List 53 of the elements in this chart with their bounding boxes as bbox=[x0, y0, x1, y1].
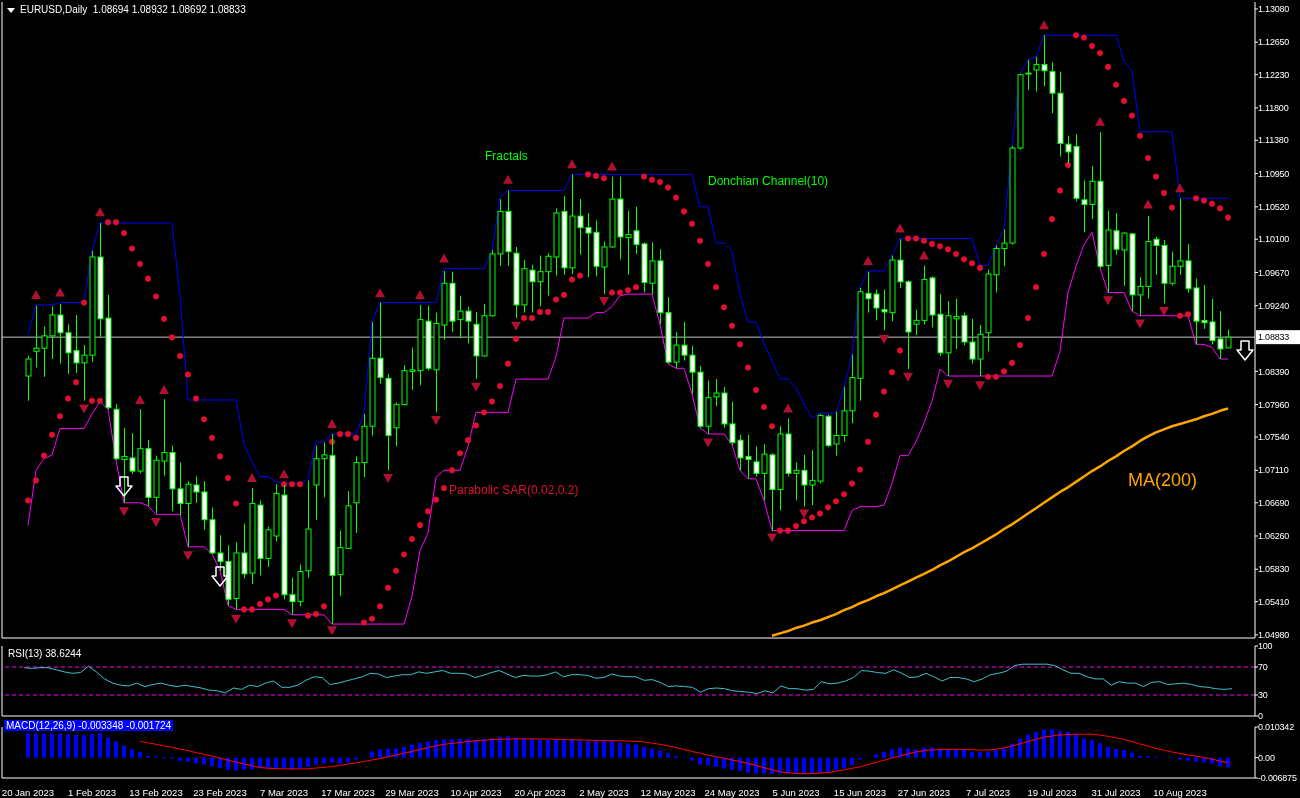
ref-line-label: 1.08833 bbox=[1258, 332, 1290, 343]
x-tick-label: 2 May 2023 bbox=[579, 786, 629, 798]
y-tick-label: -0.006875 bbox=[1258, 773, 1297, 784]
y-tick-label: 1.04980 bbox=[1258, 630, 1290, 641]
x-tick-label: 23 Feb 2023 bbox=[193, 786, 247, 798]
y-tick-label: 1.10520 bbox=[1258, 201, 1290, 212]
y-tick-label: 1.05410 bbox=[1258, 596, 1290, 607]
y-tick-label: 1.07540 bbox=[1258, 432, 1290, 443]
y-tick-label: 1.11380 bbox=[1258, 135, 1289, 146]
y-tick-label: 1.10100 bbox=[1258, 234, 1290, 245]
x-tick-label: 12 May 2023 bbox=[640, 786, 696, 798]
series-label: Fractals bbox=[485, 149, 528, 164]
x-tick-label: 31 Jul 2023 bbox=[1091, 786, 1141, 798]
chart-title: EURUSD,Daily 1.08694 1.08932 1.08692 1.08833 bbox=[19, 4, 247, 16]
x-tick-label: 27 Jun 2023 bbox=[897, 786, 951, 798]
x-tick-label: 5 Jun 2023 bbox=[772, 786, 820, 798]
x-tick-label: 29 Mar 2023 bbox=[385, 786, 439, 798]
x-tick-label: 19 Jul 2023 bbox=[1027, 786, 1077, 798]
y-tick-label: 1.05830 bbox=[1258, 564, 1290, 575]
chart-title: RSI(13) 38.6244 bbox=[7, 648, 83, 660]
x-tick-label: 20 Apr 2023 bbox=[514, 786, 566, 798]
series-label: Donchian Channel(10) bbox=[708, 174, 829, 189]
x-tick-label: 10 Apr 2023 bbox=[450, 786, 502, 798]
y-tick-label: 100 bbox=[1258, 641, 1273, 652]
x-tick-label: 24 May 2023 bbox=[704, 786, 760, 798]
y-tick-label: 1.12230 bbox=[1258, 69, 1290, 80]
y-tick-label: 30 bbox=[1258, 690, 1268, 701]
y-tick-label: 1.06260 bbox=[1258, 531, 1290, 542]
y-tick-label: 0 bbox=[1258, 711, 1263, 722]
x-tick-label: 10 Aug 2023 bbox=[1153, 786, 1207, 798]
x-tick-label: 1 Feb 2023 bbox=[67, 786, 117, 798]
x-tick-label: 20 Jan 2023 bbox=[1, 786, 55, 798]
x-tick-label: 13 Feb 2023 bbox=[129, 786, 183, 798]
x-tick-label: 7 Mar 2023 bbox=[259, 786, 309, 798]
x-tick-label: 7 Jul 2023 bbox=[966, 786, 1010, 798]
y-tick-label: 1.12650 bbox=[1258, 37, 1290, 48]
y-tick-label: 1.09240 bbox=[1258, 300, 1290, 311]
x-tick-label: 17 Mar 2023 bbox=[321, 786, 375, 798]
y-tick-label: 1.11800 bbox=[1258, 103, 1289, 114]
y-tick-label: 1.10950 bbox=[1258, 168, 1290, 179]
text: Parabolic SAR(0.02,0.2) bbox=[449, 483, 579, 498]
series-label: MA(200) bbox=[1128, 470, 1198, 491]
y-tick-label: 1.09670 bbox=[1258, 267, 1290, 278]
chart-title: MACD(12,26,9) -0.003348 -0.001724 bbox=[4, 720, 174, 731]
y-tick-label: 0.00 bbox=[1258, 752, 1275, 763]
y-tick-label: 1.07960 bbox=[1258, 399, 1290, 410]
y-tick-label: 70 bbox=[1258, 662, 1268, 673]
y-tick-label: 1.07110 bbox=[1258, 465, 1289, 476]
y-tick-label: 1.06690 bbox=[1258, 497, 1290, 508]
x-tick-label: 15 Jun 2023 bbox=[833, 786, 887, 798]
y-tick-label: 1.13080 bbox=[1258, 4, 1290, 15]
y-tick-label: 1.08390 bbox=[1258, 366, 1290, 377]
y-tick-label: 0.010342 bbox=[1258, 722, 1295, 733]
